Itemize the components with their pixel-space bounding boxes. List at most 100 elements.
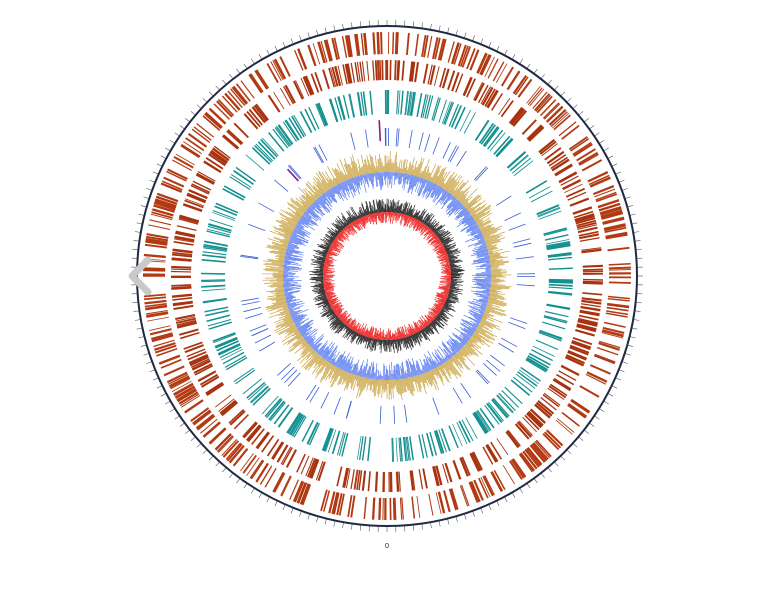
rna-feature <box>317 104 326 126</box>
cds-reverse-feature <box>397 472 398 492</box>
cds-forward-feature <box>232 87 246 104</box>
cds-forward-feature <box>536 95 551 111</box>
cds-reverse-feature <box>559 172 577 182</box>
highlight-feature <box>379 120 380 141</box>
rna-feature <box>307 422 317 444</box>
cds-forward-feature <box>265 468 276 487</box>
cds-forward-feature <box>381 32 382 54</box>
rna-feature <box>236 370 256 384</box>
gc-skew-positive <box>272 283 283 284</box>
rna-feature <box>526 181 547 193</box>
gc-skew-positive <box>291 198 307 211</box>
gc-skew-positive <box>491 271 501 272</box>
rna-feature <box>417 93 422 117</box>
scattered-feature <box>510 318 527 324</box>
cds-reverse-feature <box>373 61 374 81</box>
cds-forward-feature <box>594 356 615 364</box>
gc-skew-positive <box>491 281 506 282</box>
cds-reverse-feature <box>172 298 192 300</box>
cds-reverse-feature <box>368 471 370 491</box>
rna-feature <box>542 322 565 329</box>
cds-forward-feature <box>412 497 414 519</box>
gc-skew-negative <box>380 371 381 379</box>
scattered-feature <box>509 322 526 328</box>
scattered-feature <box>405 405 407 423</box>
cds-reverse-feature <box>402 61 404 81</box>
cds-forward-feature <box>241 81 254 99</box>
rna-feature <box>539 331 562 339</box>
rna-feature <box>202 260 226 262</box>
scattered-feature <box>514 243 532 247</box>
rna-feature <box>201 280 225 281</box>
cds-forward-feature <box>393 498 394 520</box>
gc-skew-positive <box>400 168 401 173</box>
scattered-feature <box>474 167 486 180</box>
rna-feature <box>484 127 498 146</box>
cds-reverse-feature <box>323 70 329 89</box>
gc-skew-positive <box>397 166 398 173</box>
cds-forward-feature <box>590 365 610 374</box>
cds-reverse-feature <box>434 66 439 85</box>
cds-reverse-feature <box>206 383 223 394</box>
rna-feature <box>480 123 494 143</box>
cds-forward-feature <box>402 498 404 520</box>
cds-forward-feature <box>503 465 514 484</box>
gc-skew-negative <box>377 173 378 180</box>
cds-forward-feature <box>417 496 420 518</box>
rna-feature <box>548 258 572 260</box>
gc-skew-positive <box>277 287 284 288</box>
cds-forward-feature <box>470 50 478 70</box>
rna-feature <box>302 420 313 441</box>
cds-reverse-feature <box>583 269 603 270</box>
cds-reverse-feature <box>177 226 197 231</box>
rna-feature <box>213 211 236 219</box>
scattered-feature <box>477 370 490 383</box>
scattered-feature <box>321 392 329 408</box>
scattered-feature <box>351 133 355 151</box>
rna-feature <box>545 235 568 240</box>
rna-feature <box>549 287 573 289</box>
gc-skew-negative <box>401 375 402 379</box>
gc-skew-positive <box>402 169 403 173</box>
cds-reverse-feature <box>582 298 602 300</box>
gc-skew-positive <box>377 166 378 172</box>
rna-feature <box>207 315 230 321</box>
gc-skew-positive <box>263 280 283 281</box>
rna-feature <box>442 429 450 452</box>
scattered-feature <box>248 224 265 230</box>
rna-feature <box>449 426 458 448</box>
gc-skew-positive <box>491 280 504 281</box>
gc-skew-negative <box>284 264 290 265</box>
gc-skew-positive <box>393 380 394 388</box>
gc-skew-positive <box>393 163 394 172</box>
cds-forward-feature <box>147 317 169 321</box>
rna-feature <box>279 408 293 428</box>
previous-button[interactable] <box>124 256 158 296</box>
gc-skew-positive <box>381 158 382 172</box>
cds-reverse-feature <box>562 180 580 189</box>
scattered-feature <box>398 129 399 147</box>
scattered-feature <box>509 224 526 230</box>
rna-feature <box>453 424 463 446</box>
gc-skew-negative <box>486 290 490 291</box>
cds-forward-feature <box>543 434 559 450</box>
cds-reverse-feature <box>446 463 452 482</box>
gc-skew-negative <box>374 374 375 380</box>
rna-feature <box>350 94 355 118</box>
rna-feature <box>527 358 548 370</box>
rna-feature <box>549 280 573 281</box>
rna-feature <box>234 368 254 382</box>
gc-skew-negative <box>383 172 384 185</box>
cds-forward-feature <box>373 32 374 54</box>
cds-reverse-feature <box>415 62 418 82</box>
scattered-feature <box>260 342 276 351</box>
cds-forward-feature <box>260 466 272 485</box>
cds-reverse-feature <box>506 432 518 448</box>
rna-feature <box>549 282 573 283</box>
cds-reverse-feature <box>171 269 191 270</box>
scattered-feature <box>285 370 297 383</box>
scattered-feature <box>419 133 423 151</box>
rna-feature <box>396 438 397 462</box>
cds-reverse-feature <box>230 411 245 425</box>
cds-reverse-feature <box>570 198 589 205</box>
